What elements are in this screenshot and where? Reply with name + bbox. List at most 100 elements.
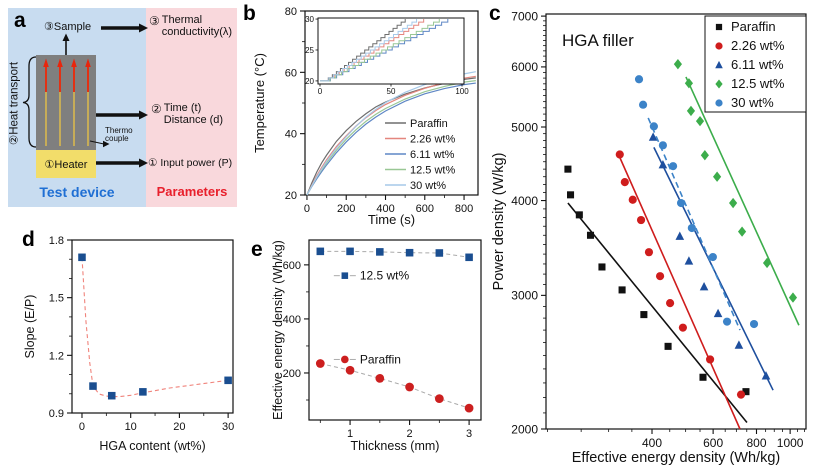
chart-c-title: HGA filler xyxy=(562,31,634,50)
chart-slope-vs-hga-content: 0 10 20 30 0.9 1.2 1.5 1.8 HGA content (wt%) Slop… xyxy=(23,235,234,453)
svg-text:30 wt%: 30 wt% xyxy=(410,180,446,192)
svg-text:200: 200 xyxy=(283,368,301,380)
chart-energy-density-vs-thickness: 1 2 3 200 400 600 Thickness (mm) Effective ener… xyxy=(271,239,482,453)
param-input-power: ① Input power (P) xyxy=(148,157,233,169)
sample-box xyxy=(36,55,96,150)
svg-text:HGA content (wt%): HGA content (wt%) xyxy=(99,439,205,453)
legend-c: Paraffin 2.26 wt% 6.11 wt% 12.5 wt% 30 wt% xyxy=(704,15,807,113)
heat-transport-label: ②Heat transport xyxy=(8,61,21,146)
svg-text:7000: 7000 xyxy=(511,9,538,23)
thermocouple-label: Thermo couple xyxy=(105,126,133,144)
svg-text:Paraffin: Paraffin xyxy=(360,352,401,366)
heater-box: ①Heater xyxy=(36,150,96,178)
svg-text:30: 30 xyxy=(222,421,234,433)
panel-label-b: b xyxy=(243,2,256,25)
svg-text:Paraffin: Paraffin xyxy=(731,19,776,34)
svg-text:200: 200 xyxy=(337,203,355,215)
param-time-distance: ② Time (t) Distance (d) xyxy=(151,102,224,126)
svg-text:2.26 wt%: 2.26 wt% xyxy=(731,38,785,53)
axes: 0 200 400 600 800 20 40 60 80 Time (s) Temperature… xyxy=(252,6,473,227)
parameters-region xyxy=(146,8,237,207)
thermocouple-arrow-icon xyxy=(89,140,110,148)
svg-text:2.26 wt%: 2.26 wt% xyxy=(410,134,455,146)
svg-text:6.11 wt%: 6.11 wt% xyxy=(410,149,455,161)
schematic-graphics xyxy=(22,23,148,168)
panel-label-c: c xyxy=(489,2,501,25)
svg-text:400: 400 xyxy=(642,436,662,450)
svg-text:Effective energy density (Wh/k: Effective energy density (Wh/kg) xyxy=(572,450,780,466)
svg-text:0: 0 xyxy=(318,87,323,96)
param-thermal-conductivity: ③ Thermal conductivity(λ) xyxy=(149,14,233,38)
heat-flow-arrows-icon xyxy=(43,58,91,92)
svg-text:Paraffin: Paraffin xyxy=(410,118,448,130)
svg-text:600: 600 xyxy=(416,203,434,215)
series-Paraffin: Paraffin xyxy=(315,352,474,413)
series-slope xyxy=(78,253,232,400)
heater-label: ①Heater xyxy=(44,158,88,171)
inset-heating-rate: 0 50 100 20 25 30 xyxy=(305,15,469,96)
svg-text:30: 30 xyxy=(305,15,314,24)
plot-box xyxy=(308,239,482,421)
series-Paraffin xyxy=(564,165,750,423)
test-device-label: Test device xyxy=(39,184,115,200)
svg-text:12.5 wt%: 12.5 wt% xyxy=(360,269,410,283)
svg-text:Power density (W/kg): Power density (W/kg) xyxy=(491,153,507,291)
plot-box xyxy=(545,13,807,430)
svg-text:12.5 wt%: 12.5 wt% xyxy=(731,76,785,91)
svg-text:5000: 5000 xyxy=(511,120,538,134)
svg-text:1: 1 xyxy=(347,428,353,440)
svg-text:1000: 1000 xyxy=(777,436,804,450)
svg-text:6000: 6000 xyxy=(511,60,538,74)
svg-text:20: 20 xyxy=(173,421,185,433)
svg-text:3000: 3000 xyxy=(511,289,538,303)
panel-label-a: a xyxy=(14,9,26,32)
axes: 1 2 3 200 400 600 Thickness (mm) Effective ener… xyxy=(271,240,472,453)
svg-text:3: 3 xyxy=(466,428,472,440)
sample-label: ③Sample xyxy=(44,21,92,33)
svg-text:Temperature (°C): Temperature (°C) xyxy=(252,53,267,153)
svg-text:Slope (E/P): Slope (E/P) xyxy=(23,295,37,359)
parameter-arrows xyxy=(96,23,148,168)
chart-power-vs-energy-density: 400 600 800 1000 2000 3000 4000 5000 6000 7000 Eff… xyxy=(491,9,807,466)
svg-text:1.8: 1.8 xyxy=(49,235,64,247)
svg-text:4000: 4000 xyxy=(511,194,538,208)
svg-text:600: 600 xyxy=(283,260,301,272)
chart-temperature-vs-time: 0 200 400 600 800 20 40 60 80 Time (s) Temperature… xyxy=(252,6,479,227)
series-611wt xyxy=(306,82,476,196)
axes: 400 600 800 1000 2000 3000 4000 5000 6000 7000 Eff… xyxy=(491,9,805,466)
svg-text:1.2: 1.2 xyxy=(49,350,64,362)
svg-text:2000: 2000 xyxy=(511,422,538,436)
axes: 0 10 20 30 0.9 1.2 1.5 1.8 HGA content (wt%) Slop… xyxy=(23,235,234,453)
svg-text:800: 800 xyxy=(455,203,473,215)
svg-text:0: 0 xyxy=(79,421,85,433)
svg-text:400: 400 xyxy=(283,314,301,326)
svg-text:100: 100 xyxy=(455,87,469,96)
heat-transport-brace xyxy=(22,56,37,148)
sample-arrow-icon xyxy=(62,33,70,55)
series-30wt xyxy=(634,75,759,331)
svg-text:25: 25 xyxy=(305,46,314,55)
svg-text:80: 80 xyxy=(285,6,297,18)
svg-text:800: 800 xyxy=(746,436,766,450)
svg-text:40: 40 xyxy=(285,129,297,141)
svg-text:6.11 wt%: 6.11 wt% xyxy=(731,57,784,72)
svg-text:1.5: 1.5 xyxy=(49,293,64,305)
svg-text:400: 400 xyxy=(376,203,394,215)
svg-text:20: 20 xyxy=(305,77,314,86)
svg-text:30 wt%: 30 wt% xyxy=(731,95,774,110)
svg-text:60: 60 xyxy=(285,67,297,79)
svg-text:20: 20 xyxy=(285,190,297,202)
legend-b: Paraffin 2.26 wt% 6.11 wt% 12.5 wt% 30 wt% xyxy=(385,118,455,192)
series-125wt: 12.5 wt% xyxy=(316,247,473,283)
svg-text:Time (s): Time (s) xyxy=(368,212,415,227)
svg-text:Thickness (mm): Thickness (mm) xyxy=(351,439,440,453)
svg-text:600: 600 xyxy=(703,436,723,450)
series-226wt xyxy=(615,150,746,430)
plot-box xyxy=(71,239,234,414)
svg-text:0.9: 0.9 xyxy=(49,408,64,420)
panel-label-e: e xyxy=(251,238,263,261)
panel-label-d: d xyxy=(22,228,35,251)
svg-text:2: 2 xyxy=(407,428,413,440)
panel-a-schematic: a ③Sample ②Heat transport ①Heater Thermo… xyxy=(8,8,237,207)
